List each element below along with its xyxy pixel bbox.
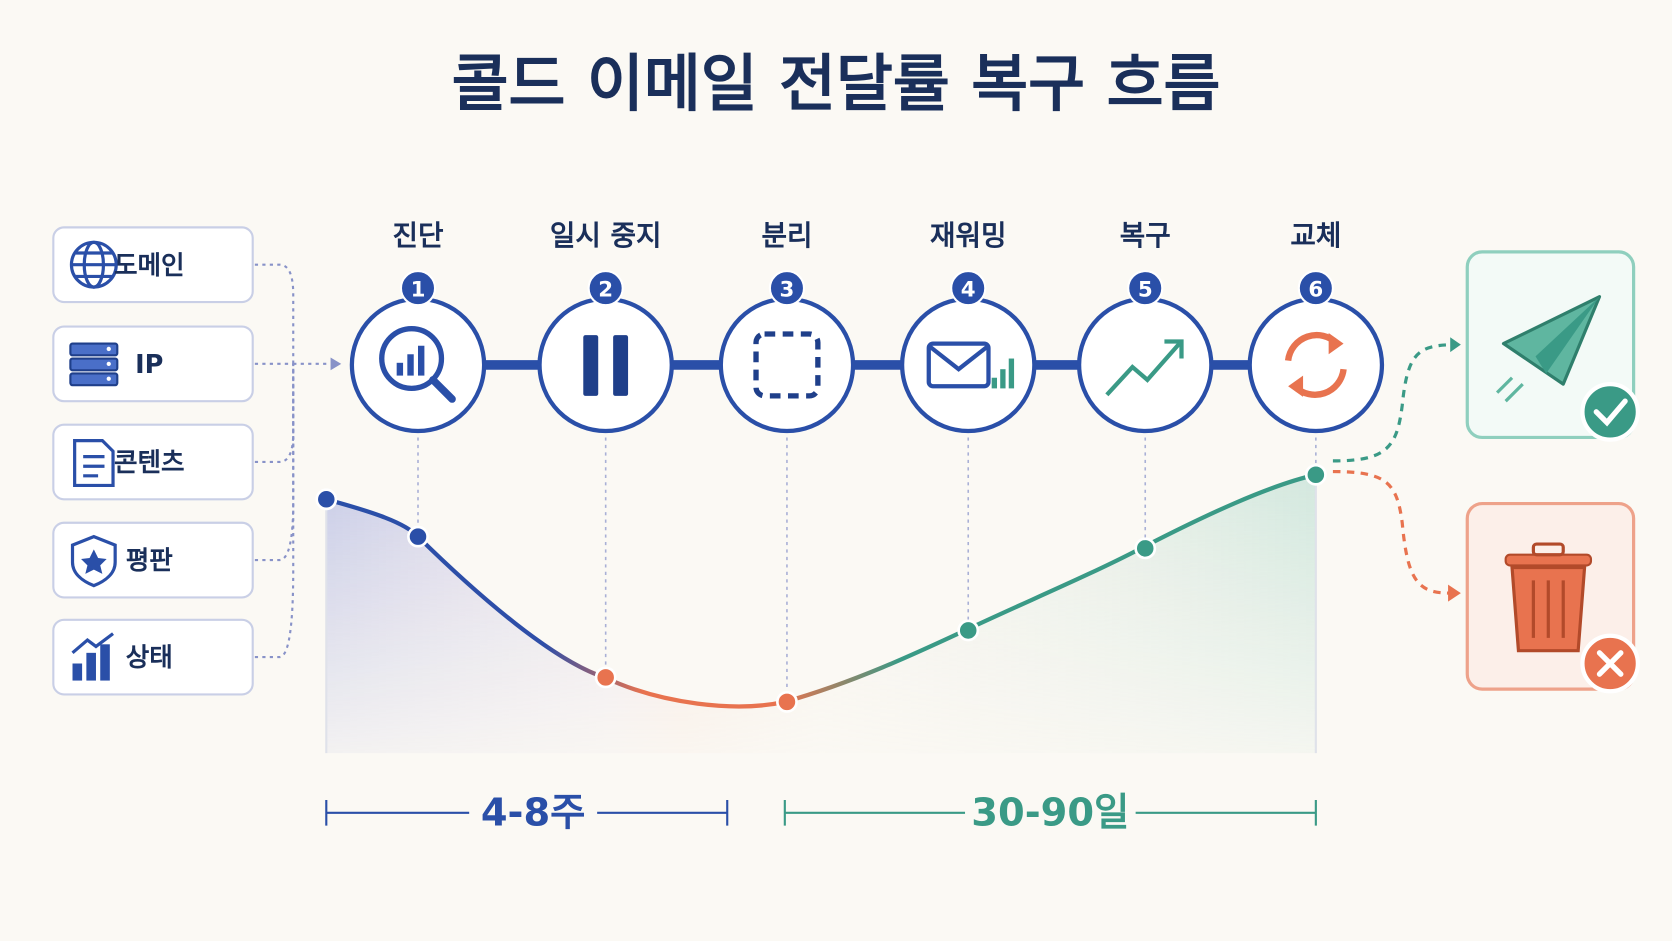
input-icon-part bbox=[69, 342, 119, 357]
step-label: 교체 bbox=[1290, 219, 1341, 252]
input-icon-part bbox=[86, 652, 96, 681]
step-number: 2 bbox=[598, 277, 613, 302]
step-icon bbox=[926, 341, 1015, 389]
step-badge bbox=[768, 270, 806, 307]
step-icon-part bbox=[1105, 342, 1181, 397]
step-number: 3 bbox=[780, 277, 795, 302]
input-connector bbox=[254, 363, 295, 464]
step-icon bbox=[583, 335, 629, 396]
step-icon-part bbox=[991, 377, 998, 389]
input-label: 상태 bbox=[126, 643, 173, 673]
input-icon-part bbox=[106, 376, 111, 381]
step-icon-part bbox=[379, 326, 445, 392]
fail-card bbox=[1465, 501, 1641, 694]
curve-point bbox=[957, 619, 980, 642]
step-label: 일시 중지 bbox=[550, 219, 662, 252]
step-icon-part bbox=[429, 376, 456, 403]
curve-point bbox=[1304, 463, 1327, 486]
step-icon-part bbox=[583, 335, 599, 396]
step-number: 4 bbox=[961, 277, 976, 302]
step-icon-part bbox=[753, 331, 821, 399]
curve-point bbox=[1134, 537, 1157, 560]
step-icon bbox=[1284, 331, 1347, 398]
input-icon-part bbox=[81, 549, 107, 574]
input-icon-part bbox=[69, 357, 119, 372]
step-icon-part bbox=[927, 344, 990, 372]
step-badge bbox=[950, 270, 987, 307]
input-label: IP bbox=[135, 350, 163, 380]
step-icon-part bbox=[418, 345, 425, 376]
input-icon bbox=[73, 439, 115, 488]
step-label: 분리 bbox=[761, 219, 812, 252]
input-icon-part bbox=[71, 251, 117, 279]
input-connector bbox=[254, 363, 295, 562]
step-circle bbox=[899, 296, 1037, 434]
curve-point bbox=[776, 690, 798, 713]
input-label: 콘텐츠 bbox=[114, 448, 185, 478]
step-icon-part bbox=[396, 362, 404, 376]
input-icon-part bbox=[70, 534, 117, 588]
step-badge bbox=[399, 270, 437, 307]
step-circle bbox=[718, 296, 856, 434]
step-icon-part bbox=[1008, 358, 1015, 389]
step-number: 5 bbox=[1138, 277, 1153, 302]
step-icon bbox=[1105, 339, 1184, 397]
curve-point bbox=[407, 525, 429, 548]
step-icon-part bbox=[1000, 369, 1006, 389]
input-icon bbox=[71, 632, 114, 681]
input-connector bbox=[254, 263, 295, 364]
input-icon-part bbox=[106, 361, 111, 366]
step-circle bbox=[537, 296, 674, 434]
input-icon-part bbox=[73, 439, 115, 488]
input-connector bbox=[254, 363, 295, 659]
step-icon bbox=[379, 326, 456, 403]
input-icon-part bbox=[72, 663, 83, 681]
step-icon-part bbox=[1164, 339, 1184, 359]
input-icon-part bbox=[106, 346, 111, 352]
title: 콜드 이메일 전달률 복구 흐름 bbox=[452, 48, 1221, 120]
input-label: 도메인 bbox=[114, 251, 185, 281]
step-label: 재워밍 bbox=[930, 219, 1007, 252]
curve-area bbox=[326, 474, 1316, 754]
step-badge bbox=[587, 270, 624, 307]
input-icon-part bbox=[69, 372, 119, 387]
step-label: 복구 bbox=[1120, 219, 1171, 252]
phase-label: 4-8주 bbox=[481, 790, 586, 835]
step-badge bbox=[1127, 270, 1164, 307]
step-icon bbox=[753, 331, 821, 399]
step-icon-part bbox=[407, 354, 414, 376]
input-icon bbox=[70, 534, 117, 588]
input-icon-part bbox=[71, 632, 114, 655]
curve-start bbox=[315, 488, 338, 511]
step-number: 1 bbox=[411, 277, 426, 302]
curve-point bbox=[594, 666, 617, 689]
input-icon bbox=[69, 342, 119, 387]
step-icon-part bbox=[1328, 332, 1344, 355]
step-circle bbox=[1076, 296, 1214, 434]
step-number: 6 bbox=[1308, 277, 1323, 302]
step-icon-part bbox=[613, 335, 629, 396]
input-icon-part bbox=[83, 455, 105, 478]
phase-bracket bbox=[325, 799, 729, 826]
input-label: 평판 bbox=[126, 546, 174, 576]
phase-bracket bbox=[783, 799, 1317, 826]
step-badge bbox=[1297, 270, 1334, 307]
input-icon-part bbox=[100, 644, 110, 681]
input-arrow-head bbox=[330, 357, 342, 371]
arrow-head bbox=[1450, 337, 1461, 353]
step-label: 진단 bbox=[392, 219, 444, 252]
phase-label: 30-90일 bbox=[971, 790, 1129, 835]
fail-arrow bbox=[1332, 469, 1451, 595]
step-icon-part bbox=[926, 341, 991, 389]
input-icon bbox=[69, 240, 118, 289]
step-circle bbox=[1247, 296, 1385, 434]
success-arrow bbox=[1332, 343, 1457, 463]
arrow-head bbox=[1448, 584, 1461, 602]
success-card bbox=[1465, 250, 1641, 442]
step-icon-part bbox=[1288, 375, 1304, 397]
